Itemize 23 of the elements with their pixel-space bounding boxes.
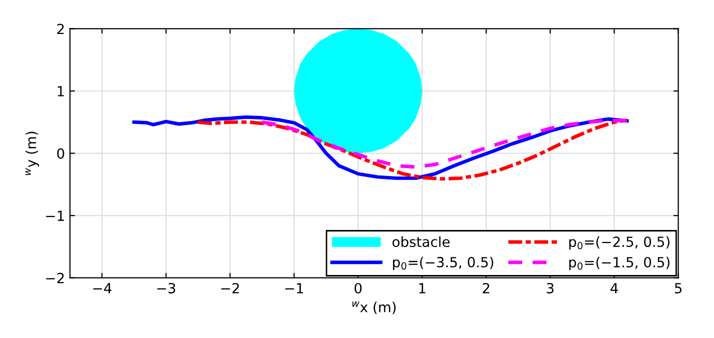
y-tick-label: 2	[57, 24, 64, 34]
x-tick-label: 5	[674, 283, 682, 294]
x-tick-label: 3	[546, 282, 554, 294]
line-series	[260, 118, 629, 169]
y-axis-title: $^{w}$y (m)	[25, 132, 39, 176]
x-tick-label: 4	[610, 283, 618, 294]
legend-label: p$_{0}$=(−3.5, 0.5)	[393, 256, 494, 270]
x-tick-label: −2	[221, 282, 239, 294]
x-axis-title: $^{w}$x (m)	[352, 302, 396, 314]
x-tick-label: −4	[93, 283, 112, 294]
y-tick-label: −1	[46, 210, 64, 221]
y-tick-label: 1	[58, 86, 64, 96]
y-tick-label: 0	[57, 148, 64, 159]
x-tick-label: 0	[354, 282, 362, 294]
x-tick-label: −3	[157, 282, 176, 294]
legend-label: p$_{0}$=(−1.5, 0.5)	[569, 256, 670, 270]
y-tick-label: −2	[46, 272, 64, 284]
legend-label: p$_{0}$=(−2.5, 0.5)	[569, 236, 670, 250]
line-series	[196, 118, 629, 181]
x-tick-label: 2	[482, 282, 490, 294]
legend-label: obstacle	[392, 236, 450, 248]
x-tick-label: 1	[419, 283, 426, 294]
x-tick-label: −1	[285, 283, 304, 294]
